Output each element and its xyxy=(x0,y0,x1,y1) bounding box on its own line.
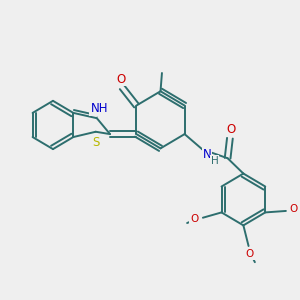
Text: O: O xyxy=(190,214,198,224)
Text: O: O xyxy=(290,205,298,214)
Text: O: O xyxy=(227,124,236,136)
Text: H: H xyxy=(211,156,218,166)
Text: N: N xyxy=(202,148,211,161)
Text: S: S xyxy=(92,136,99,148)
Text: O: O xyxy=(116,73,125,85)
Text: O: O xyxy=(246,249,254,259)
Text: NH: NH xyxy=(90,102,108,115)
